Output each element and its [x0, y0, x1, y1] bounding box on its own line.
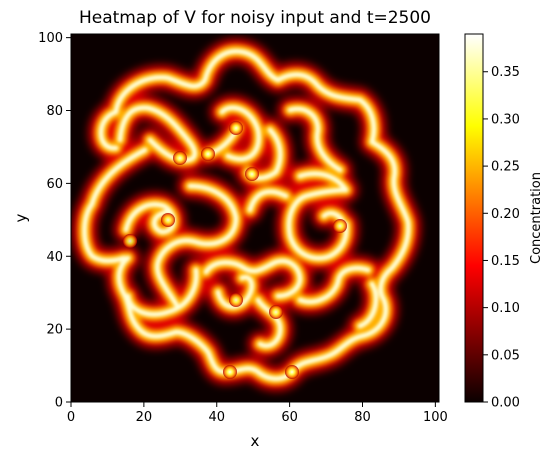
- colorbar-label: Concentration: [529, 172, 544, 264]
- pattern-stripe: [125, 267, 199, 317]
- pattern-stripe: [219, 105, 262, 162]
- pattern-spot: [229, 293, 243, 307]
- pattern-spot: [245, 167, 259, 181]
- x-tick-label: 60: [281, 410, 298, 425]
- y-tick-label: 20: [46, 323, 63, 338]
- pattern-spot: [223, 365, 237, 379]
- y-tick-label: 40: [46, 250, 63, 265]
- x-axis-label: x: [251, 432, 260, 450]
- pattern-stripe: [89, 147, 148, 207]
- y-axis-label: y: [12, 213, 30, 222]
- x-tick-label: 0: [67, 410, 75, 425]
- pattern-stripe: [247, 189, 289, 213]
- y-tick-label: 0: [55, 396, 63, 411]
- colorbar-tick-label: 0.25: [491, 160, 520, 175]
- pattern-stripe: [286, 171, 349, 261]
- x-tick-label: 100: [423, 410, 448, 425]
- colorbar-tick-label: 0.15: [491, 254, 520, 269]
- pattern-stripe: [117, 105, 198, 163]
- plot-frame: [70, 33, 440, 403]
- pattern-stripe: [82, 201, 127, 264]
- x-tick-label: 20: [136, 410, 153, 425]
- colorbar-tick-label: 0.20: [491, 207, 520, 222]
- y-tick-label: 80: [46, 104, 63, 119]
- colorbar-tick-label: 0.00: [491, 396, 520, 411]
- pattern-spot: [269, 305, 283, 319]
- x-axis: 0 20 40 60 80 100: [67, 402, 448, 425]
- y-tick-label: 100: [38, 31, 63, 46]
- colorbar-axis: 0.00 0.05 0.10 0.15 0.20 0.25 0.30 0.35: [483, 65, 520, 411]
- colorbar-tick-label: 0.10: [491, 301, 520, 316]
- pattern-spot: [173, 151, 187, 165]
- pattern-stripe: [297, 265, 371, 305]
- pattern-spot: [123, 234, 137, 248]
- colorbar-tick-label: 0.35: [491, 65, 520, 80]
- colorbar-tick-label: 0.05: [491, 348, 520, 363]
- pattern-spot: [201, 147, 215, 161]
- heatmap-pattern: [72, 39, 421, 391]
- pattern-stripe: [255, 297, 283, 349]
- pattern-spot: [285, 365, 299, 379]
- colorbar-tick-label: 0.30: [491, 112, 520, 127]
- pattern-stripe: [357, 281, 379, 329]
- colorbar: [464, 33, 484, 403]
- x-tick-label: 40: [208, 410, 225, 425]
- pattern-stripe: [287, 106, 343, 173]
- pattern-spot: [333, 219, 347, 233]
- y-axis: 0 20 40 60 80 100: [38, 31, 71, 411]
- pattern-stripe: [203, 258, 303, 299]
- pattern-stripe: [215, 274, 255, 310]
- pattern-stripe: [98, 48, 411, 382]
- pattern-spot: [161, 213, 175, 227]
- pattern-spot: [229, 121, 243, 135]
- y-tick-label: 60: [46, 177, 63, 192]
- pattern-stripe: [154, 183, 239, 307]
- chart-title: Heatmap of V for noisy input and t=2500: [79, 8, 431, 28]
- x-tick-label: 80: [354, 410, 371, 425]
